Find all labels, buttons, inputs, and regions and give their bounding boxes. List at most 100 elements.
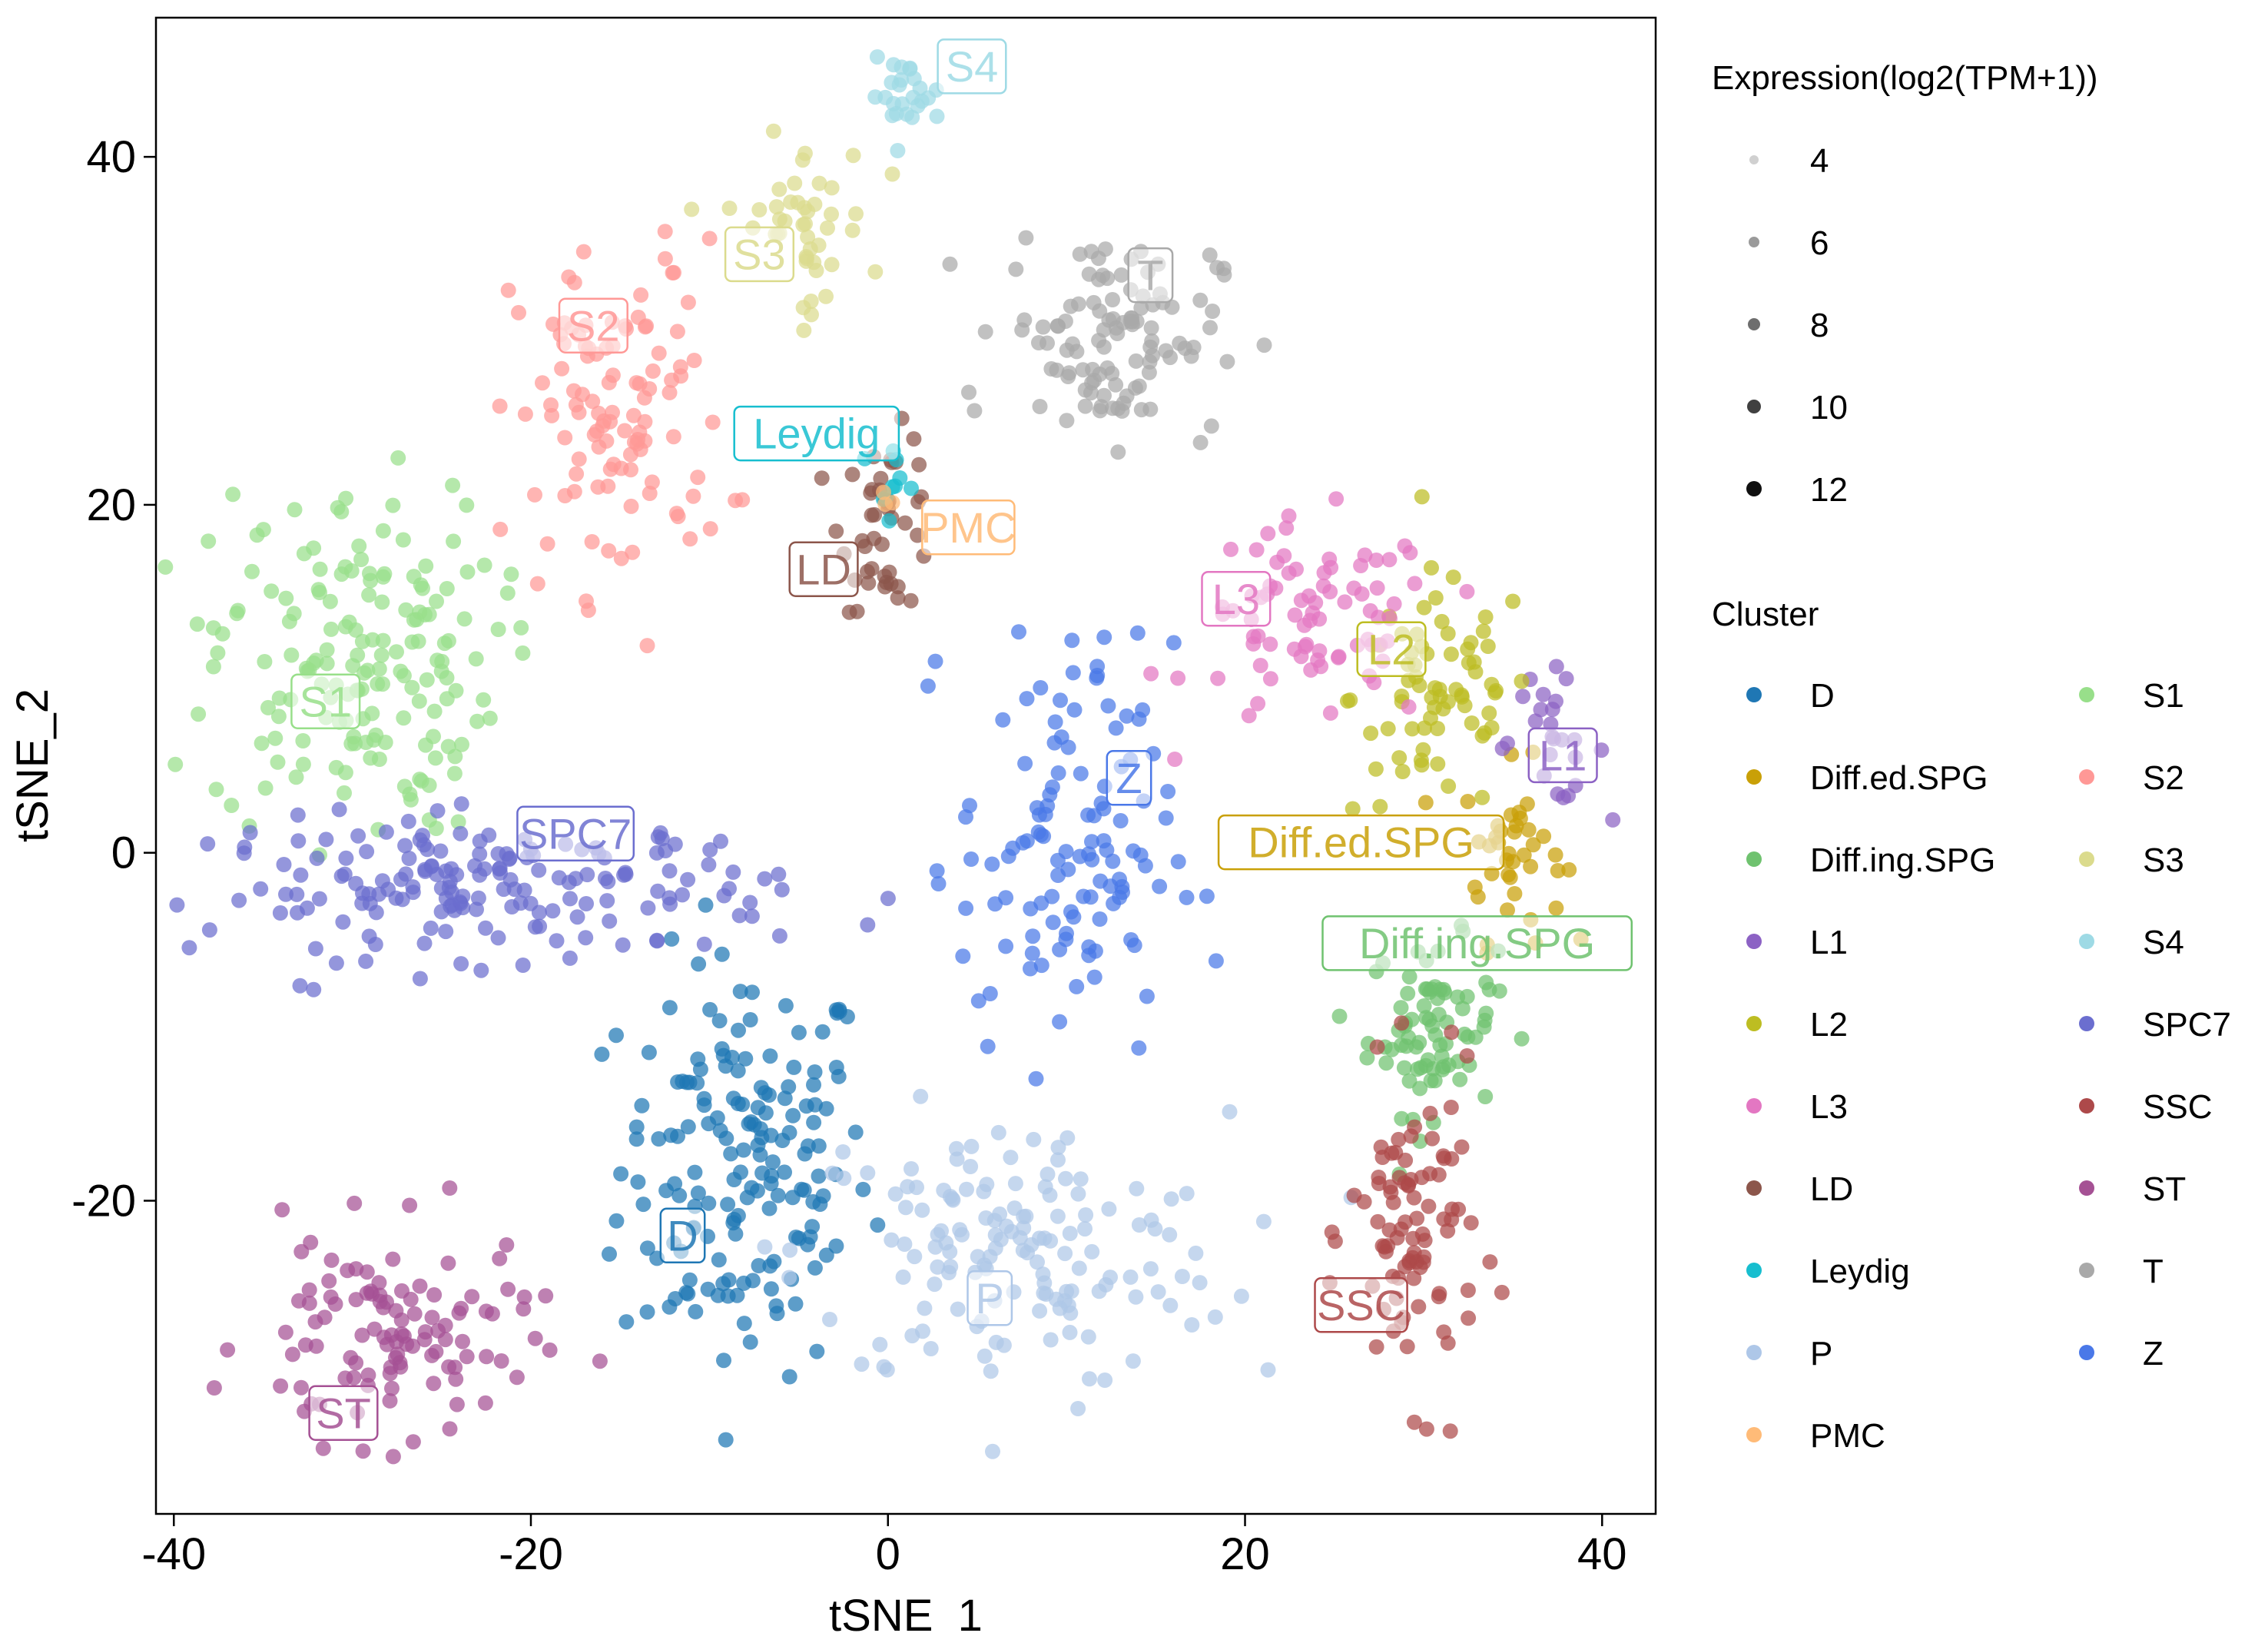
point-st <box>317 1309 333 1326</box>
point-p <box>1050 1152 1066 1168</box>
point-diff-ing-spg <box>1452 1071 1468 1087</box>
point-z <box>1086 969 1102 985</box>
cluster-label-text: Diff.ing.SPG <box>1359 919 1595 968</box>
point-d <box>690 1051 706 1067</box>
point-z <box>1028 1070 1044 1087</box>
cluster-label-box <box>1321 915 1633 971</box>
point-p <box>854 1356 870 1372</box>
point-t <box>1016 312 1033 328</box>
point-s4 <box>884 75 900 91</box>
point-spc7 <box>618 866 634 882</box>
point-spc7 <box>367 937 383 952</box>
point-p <box>897 1236 913 1252</box>
point-spc7 <box>453 956 469 972</box>
point-ssc <box>1459 1048 1475 1064</box>
point-ld <box>903 592 919 609</box>
point-spc7 <box>478 920 493 936</box>
point-spc7 <box>290 807 306 823</box>
point-d <box>847 1124 864 1140</box>
point-s1 <box>364 632 380 648</box>
point-t <box>1219 353 1235 370</box>
point-spc7 <box>662 890 678 906</box>
point-p <box>872 1336 888 1353</box>
point-st <box>455 1333 470 1349</box>
x-tick-label: 0 <box>876 1529 900 1579</box>
point-p <box>909 1180 924 1196</box>
cluster-legend-key <box>1746 687 1762 702</box>
point-l3 <box>1287 607 1303 623</box>
expression-legend-title: Expression(log2(TPM+1)) <box>1712 59 2098 97</box>
point-z <box>1073 765 1089 782</box>
point-l3 <box>1337 594 1353 610</box>
point-spc7 <box>716 888 732 904</box>
point-s2 <box>686 353 702 368</box>
cluster-label-box <box>659 1207 706 1264</box>
point-p <box>1040 1167 1056 1182</box>
point-spc7 <box>675 887 690 903</box>
point-s2 <box>701 231 718 247</box>
point-d <box>807 1064 823 1080</box>
point-spc7 <box>412 971 428 987</box>
point-s1 <box>281 613 297 629</box>
point-s1 <box>404 679 420 695</box>
point-z <box>982 986 998 1001</box>
point-st <box>321 1273 337 1289</box>
point-l1 <box>1605 812 1621 828</box>
point-s1 <box>476 557 492 573</box>
point-z <box>1019 691 1035 707</box>
point-t <box>1072 246 1088 262</box>
point-p <box>1052 1300 1068 1316</box>
point-st <box>293 1379 309 1396</box>
cluster-label-text: LD <box>796 545 851 593</box>
point-d <box>777 1090 793 1107</box>
point-spc7 <box>412 832 428 848</box>
point-l3 <box>1322 705 1338 721</box>
point-z <box>1100 698 1116 714</box>
point-d <box>608 1213 625 1229</box>
point-s3 <box>783 194 799 210</box>
point-t <box>1158 343 1174 359</box>
point-t <box>1092 403 1108 419</box>
point-spc7 <box>531 862 547 878</box>
point-s1 <box>270 754 286 770</box>
point-s1 <box>312 561 328 577</box>
point-st <box>384 1380 400 1396</box>
point-st <box>301 1282 317 1298</box>
point-s1 <box>436 636 453 652</box>
point-z <box>1092 911 1108 927</box>
data-points <box>158 49 1621 1465</box>
point-d <box>721 1272 737 1288</box>
point-p <box>1016 1209 1032 1225</box>
point-spc7 <box>299 900 315 916</box>
point-spc7 <box>532 918 548 934</box>
point-p <box>1059 1130 1076 1146</box>
cluster-label-box <box>724 226 795 283</box>
point-d <box>778 997 794 1014</box>
point-p <box>835 1144 851 1160</box>
point-p <box>904 1328 920 1344</box>
cluster-label-box <box>1217 814 1505 871</box>
point-spc7 <box>416 935 433 951</box>
point-p <box>976 1348 993 1364</box>
point-z <box>1033 680 1049 695</box>
cluster-label-text: D <box>667 1211 698 1260</box>
point-z <box>1160 784 1176 799</box>
point-t <box>961 384 976 400</box>
point-p <box>923 1341 939 1356</box>
point-spc7 <box>467 858 482 874</box>
point-s2 <box>492 398 508 414</box>
point-ld <box>863 485 879 501</box>
point-p <box>1122 1269 1139 1285</box>
point-s2 <box>613 550 629 566</box>
point-s1 <box>429 593 444 609</box>
point-p <box>1129 1180 1145 1197</box>
point-t <box>1105 400 1121 417</box>
point-p <box>757 1239 773 1255</box>
point-z <box>1129 625 1146 641</box>
point-l2 <box>1477 725 1493 741</box>
point-z <box>955 948 971 964</box>
point-s1 <box>459 564 476 580</box>
point-p <box>1062 1324 1078 1340</box>
point-p <box>1188 1245 1204 1261</box>
point-ld <box>849 603 865 619</box>
